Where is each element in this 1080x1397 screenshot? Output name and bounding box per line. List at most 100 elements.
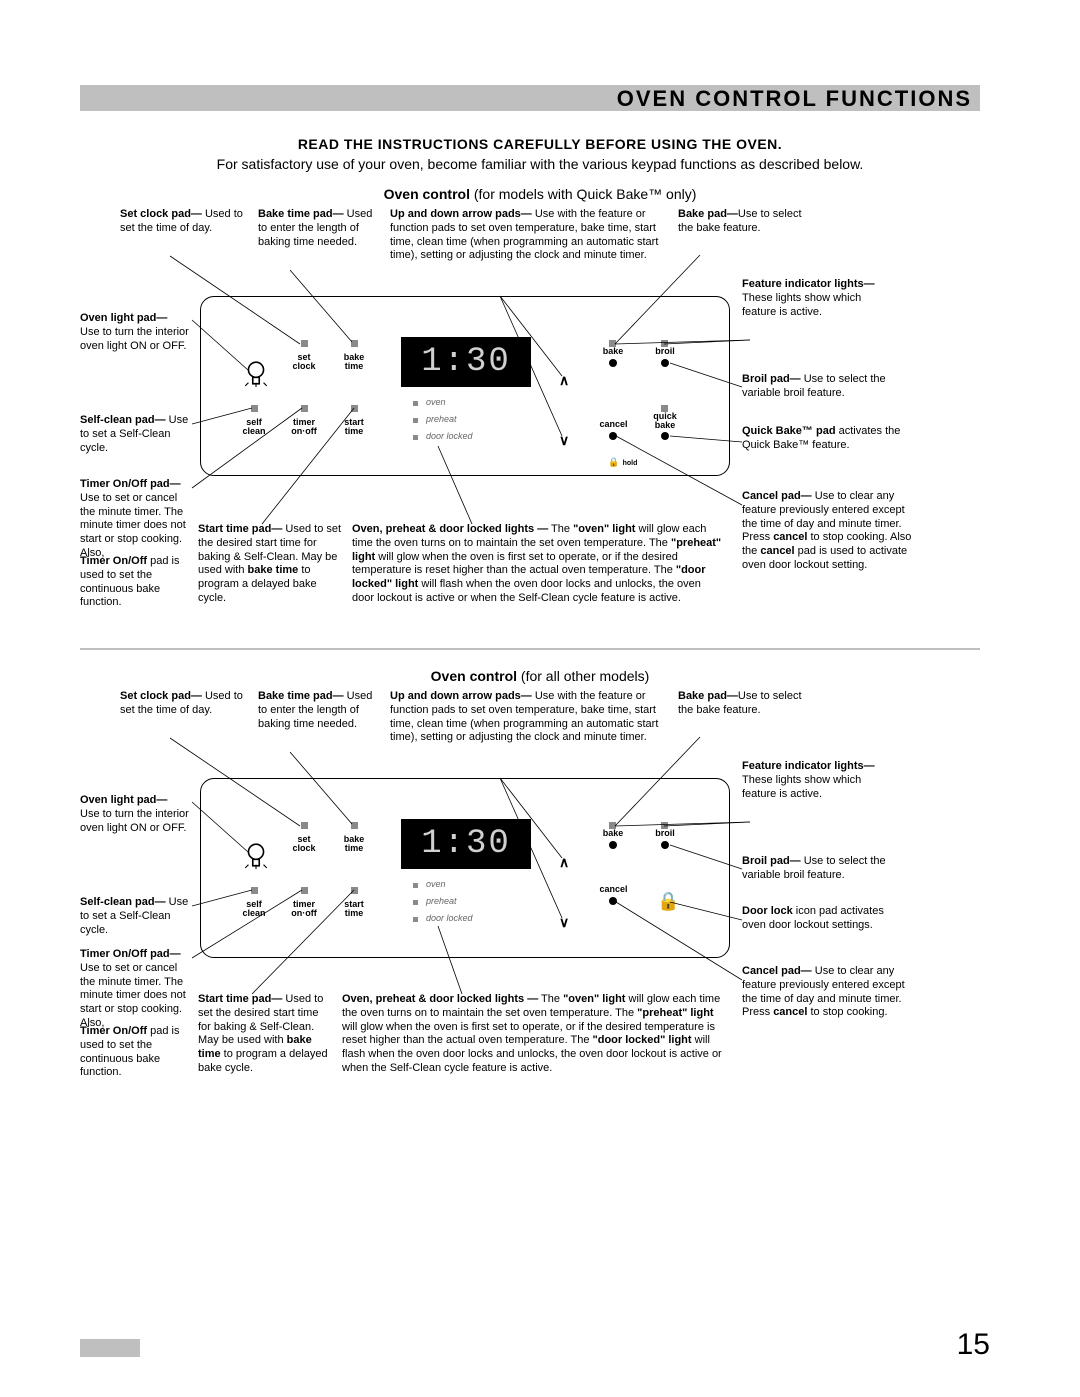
callout-bake-pad: Bake pad—Use to select the bake feature. bbox=[678, 208, 803, 236]
callout-up-down: Up and down arrow pads— Use with the fea… bbox=[390, 208, 665, 263]
pad bbox=[251, 887, 258, 894]
pad bbox=[351, 405, 358, 412]
callout-timer-onoff-2: Timer On/Off pad is used to set the cont… bbox=[80, 555, 190, 610]
lbl-self-clean: self clean bbox=[239, 900, 269, 918]
callout-bake-pad-2: Bake pad—Use to select the bake feature. bbox=[678, 690, 803, 718]
pad-dot bbox=[609, 432, 617, 440]
time-display: 1:30 bbox=[401, 337, 531, 387]
lbl-cancel: cancel bbox=[596, 885, 631, 894]
callout-start-time: Start time pad— Used to set the desired … bbox=[198, 523, 343, 606]
footer-rule bbox=[80, 1339, 140, 1357]
lbl-bake-time: bake time bbox=[339, 353, 369, 371]
pad-dot bbox=[609, 359, 617, 367]
lbl-door-locked: door locked bbox=[426, 431, 473, 441]
pad-dot bbox=[661, 359, 669, 367]
page-number: 15 bbox=[957, 1328, 990, 1362]
callout-quick-bake: Quick Bake™ pad activates the Quick Bake… bbox=[742, 425, 902, 453]
arrow-down-icon: ∨ bbox=[559, 914, 569, 931]
indicator bbox=[413, 401, 418, 406]
control-panel-2: set clock bake time self clean timer on·… bbox=[200, 778, 730, 958]
callout-self-clean-2: Self-clean pad— Use to set a Self-Clean … bbox=[80, 896, 190, 937]
arrow-up-icon: ∧ bbox=[559, 854, 569, 871]
section2-title-rest: (for all other models) bbox=[517, 668, 649, 684]
lbl-preheat: preheat bbox=[426, 414, 457, 424]
lbl-preheat: preheat bbox=[426, 896, 457, 906]
pad-dot bbox=[661, 432, 669, 440]
arrow-down-icon: ∨ bbox=[559, 432, 569, 449]
section2-title: Oven control (for all other models) bbox=[0, 668, 1080, 684]
lbl-bake: bake bbox=[599, 347, 627, 356]
divider bbox=[80, 648, 980, 650]
callout-bake-time-2: Bake time pad— Used to enter the length … bbox=[258, 690, 383, 731]
lbl-bake: bake bbox=[599, 829, 627, 838]
lbl-timer: timer on·off bbox=[289, 900, 319, 918]
section1-title: Oven control (for models with Quick Bake… bbox=[0, 186, 1080, 202]
indicator bbox=[413, 883, 418, 888]
lbl-start-time: start time bbox=[339, 900, 369, 918]
callout-timer-onoff-4: Timer On/Off pad is used to set the cont… bbox=[80, 1025, 190, 1080]
indicator bbox=[413, 917, 418, 922]
pad bbox=[351, 887, 358, 894]
section2-title-bold: Oven control bbox=[431, 668, 517, 684]
pad bbox=[351, 340, 358, 347]
callout-feature-indicator-2: Feature indicator lights— These lights s… bbox=[742, 760, 897, 801]
pad bbox=[301, 822, 308, 829]
pad-dot bbox=[609, 897, 617, 905]
callout-cancel-pad-2: Cancel pad— Use to clear any feature pre… bbox=[742, 965, 917, 1020]
callout-feature-indicator: Feature indicator lights— These lights s… bbox=[742, 278, 897, 319]
callout-door-lock: Door lock icon pad activates oven door l… bbox=[742, 905, 902, 933]
callout-up-down-2: Up and down arrow pads— Use with the fea… bbox=[390, 690, 665, 745]
pad bbox=[301, 340, 308, 347]
callout-start-time-2: Start time pad— Used to set the desired … bbox=[198, 993, 328, 1076]
lock-icon: 🔒 bbox=[657, 891, 679, 912]
lbl-timer: timer on·off bbox=[289, 418, 319, 436]
section1-title-rest: (for models with Quick Bake™ only) bbox=[470, 186, 696, 202]
callout-set-clock-2: Set clock pad— Used to set the time of d… bbox=[120, 690, 250, 718]
lbl-set-clock: set clock bbox=[289, 835, 319, 853]
pad-dot bbox=[609, 841, 617, 849]
page: OVEN CONTROL FUNCTIONS READ THE INSTRUCT… bbox=[0, 0, 1080, 1397]
lbl-cancel: cancel bbox=[596, 420, 631, 429]
callout-set-clock: Set clock pad— Used to set the time of d… bbox=[120, 208, 250, 236]
callout-timer-onoff: Timer On/Off pad— Use to set or cancel t… bbox=[80, 478, 190, 561]
pad-dot bbox=[661, 841, 669, 849]
lbl-broil: broil bbox=[651, 829, 679, 838]
pad bbox=[251, 405, 258, 412]
lock-icon: 🔒 bbox=[608, 457, 619, 468]
lbl-start-time: start time bbox=[339, 418, 369, 436]
arrow-up-icon: ∧ bbox=[559, 372, 569, 389]
instruction-heading: READ THE INSTRUCTIONS CAREFULLY BEFORE U… bbox=[0, 136, 1080, 152]
pad bbox=[351, 822, 358, 829]
light-bulb-icon bbox=[245, 841, 267, 869]
light-bulb-icon bbox=[245, 359, 267, 387]
callout-status-lights: Oven, preheat & door locked lights — The… bbox=[352, 523, 722, 606]
lbl-broil: broil bbox=[651, 347, 679, 356]
callout-oven-light: Oven light pad— Use to turn the interior… bbox=[80, 312, 190, 353]
callout-bake-time: Bake time pad— Used to enter the length … bbox=[258, 208, 383, 249]
lbl-oven: oven bbox=[426, 397, 446, 407]
lbl-oven: oven bbox=[426, 879, 446, 889]
pad bbox=[301, 887, 308, 894]
section1-title-bold: Oven control bbox=[384, 186, 470, 202]
lbl-door-locked: door locked bbox=[426, 913, 473, 923]
indicator bbox=[413, 900, 418, 905]
lbl-bake-time: bake time bbox=[339, 835, 369, 853]
callout-self-clean: Self-clean pad— Use to set a Self-Clean … bbox=[80, 414, 190, 455]
callout-status-lights-2: Oven, preheat & door locked lights — The… bbox=[342, 993, 722, 1076]
lbl-hold: hold bbox=[619, 460, 641, 467]
indicator bbox=[413, 418, 418, 423]
callout-broil-pad: Broil pad— Use to select the variable br… bbox=[742, 373, 902, 401]
indicator bbox=[413, 435, 418, 440]
control-panel-1: set clock bake time self clean timer on·… bbox=[200, 296, 730, 476]
time-display: 1:30 bbox=[401, 819, 531, 869]
callout-oven-light-2: Oven light pad— Use to turn the interior… bbox=[80, 794, 190, 835]
pad bbox=[301, 405, 308, 412]
page-title: OVEN CONTROL FUNCTIONS bbox=[617, 86, 972, 112]
callout-timer-onoff-3: Timer On/Off pad— Use to set or cancel t… bbox=[80, 948, 190, 1031]
lbl-set-clock: set clock bbox=[289, 353, 319, 371]
callout-cancel-pad: Cancel pad— Use to clear any feature pre… bbox=[742, 490, 917, 573]
lbl-self-clean: self clean bbox=[239, 418, 269, 436]
lbl-quick-bake: quick bake bbox=[651, 412, 679, 430]
callout-broil-pad-2: Broil pad— Use to select the variable br… bbox=[742, 855, 902, 883]
instruction-sub: For satisfactory use of your oven, becom… bbox=[0, 156, 1080, 172]
